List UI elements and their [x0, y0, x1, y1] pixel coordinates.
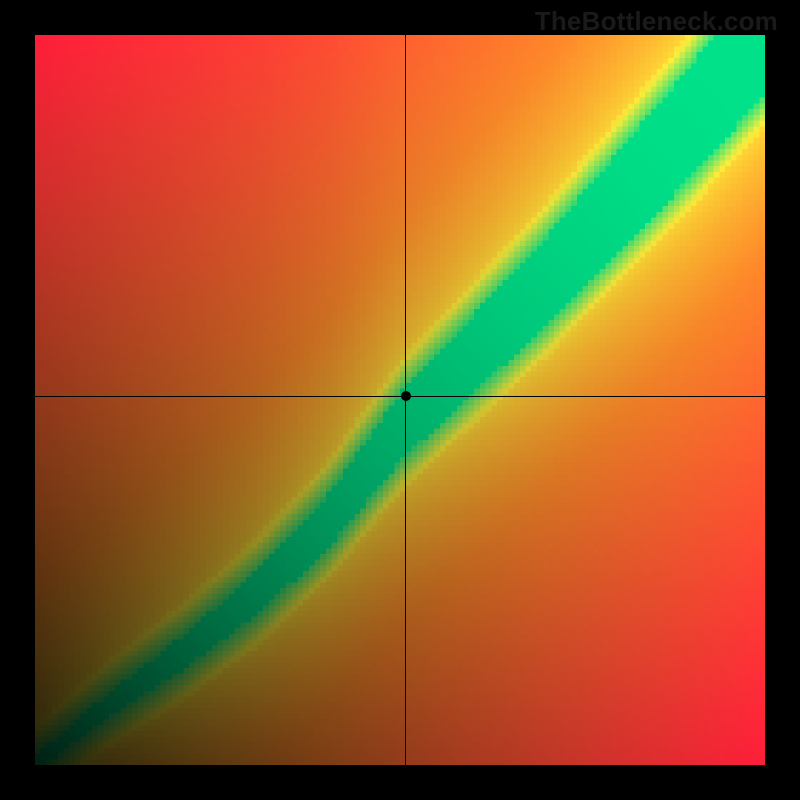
heatmap-plot [35, 35, 765, 765]
watermark-text: TheBottleneck.com [535, 6, 778, 37]
heatmap-canvas [35, 35, 765, 765]
crosshair-dot [401, 391, 411, 401]
chart-frame: TheBottleneck.com [0, 0, 800, 800]
